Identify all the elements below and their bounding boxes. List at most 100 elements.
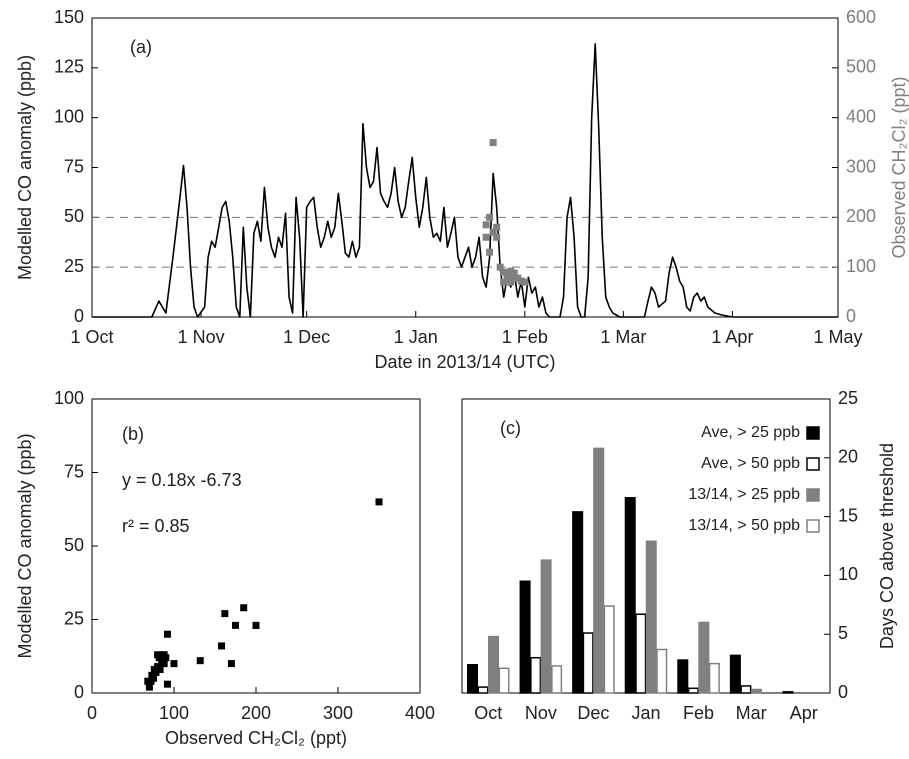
y2-axis-label: Observed CH₂Cl₂ (ppt) xyxy=(889,76,909,258)
x-tick-label: Nov xyxy=(525,703,557,723)
scatter-point xyxy=(489,139,497,147)
legend-swatch xyxy=(806,488,820,502)
x-tick-label: Apr xyxy=(790,703,818,723)
x-tick-label: Mar xyxy=(736,703,767,723)
x-tick-label: 1 Oct xyxy=(70,327,113,347)
scatter-point xyxy=(150,665,158,673)
scatter-point xyxy=(144,677,152,685)
y-tick-label: 20 xyxy=(838,447,858,467)
scatter-point xyxy=(221,610,229,618)
y-tick-label: 100 xyxy=(54,106,84,126)
scatter-point xyxy=(227,660,235,668)
y-tick-label: 25 xyxy=(64,256,84,276)
bar xyxy=(750,688,762,694)
bar xyxy=(593,447,605,694)
scatter-point xyxy=(486,213,494,221)
scatter-point xyxy=(160,651,168,659)
scatter-point xyxy=(196,657,204,665)
scatter-point xyxy=(482,221,490,229)
bar xyxy=(687,687,699,694)
bar xyxy=(729,654,741,694)
scatter-point xyxy=(489,228,497,236)
bar xyxy=(645,540,657,694)
y-tick-label: 50 xyxy=(64,535,84,555)
x-tick-label: 1 May xyxy=(813,327,862,347)
scatter-point xyxy=(517,277,525,285)
scatter-point xyxy=(510,273,518,281)
scatter-point xyxy=(514,274,522,282)
x-tick-label: 1 Nov xyxy=(178,327,225,347)
x-tick-label: 1 Apr xyxy=(711,327,753,347)
x-tick-label: 400 xyxy=(405,703,435,723)
scatter-point xyxy=(510,269,518,277)
panel-label: (a) xyxy=(130,37,152,57)
y2-tick-label: 0 xyxy=(846,306,856,326)
bar xyxy=(656,648,668,694)
x-tick-label: Oct xyxy=(474,703,502,723)
scatter-point xyxy=(145,683,153,691)
bar xyxy=(488,635,500,694)
y-tick-label: 75 xyxy=(64,156,84,176)
bar xyxy=(498,667,510,694)
bar xyxy=(708,662,720,694)
y2-tick-label: 300 xyxy=(846,156,876,176)
bar xyxy=(603,605,615,694)
bar xyxy=(477,686,489,694)
bar xyxy=(582,632,594,694)
bar xyxy=(519,580,531,694)
bar xyxy=(677,659,689,694)
y-tick-label: 50 xyxy=(64,206,84,226)
y-tick-label: 15 xyxy=(838,505,858,525)
scatter-point xyxy=(503,271,511,279)
legend-label: 13/14, > 50 ppb xyxy=(688,517,800,534)
legend-label: Ave, > 25 ppb xyxy=(701,424,800,441)
scatter-point xyxy=(163,680,171,688)
x-tick-label: 1 Dec xyxy=(283,327,330,347)
y-tick-label: 5 xyxy=(838,623,848,643)
scatter-point xyxy=(507,267,515,275)
y-tick-label: 0 xyxy=(74,306,84,326)
legend-label: Ave, > 50 ppb xyxy=(701,455,800,472)
x-tick-label: Dec xyxy=(577,703,609,723)
y2-tick-label: 400 xyxy=(846,106,876,126)
y2-tick-label: 600 xyxy=(846,7,876,27)
x-tick-label: 300 xyxy=(323,703,353,723)
y-tick-label: 0 xyxy=(74,682,84,702)
scatter-point xyxy=(482,233,490,241)
annotation: y = 0.18x -6.73 xyxy=(122,470,242,490)
scatter-point xyxy=(148,671,156,679)
plot-frame xyxy=(91,17,839,318)
x-axis-label: Observed CH₂Cl₂ (ppt) xyxy=(165,728,347,748)
y-tick-label: 100 xyxy=(54,388,84,408)
scatter-point xyxy=(500,278,508,286)
bar xyxy=(624,497,636,694)
bar xyxy=(467,664,479,694)
legend-swatch xyxy=(806,426,820,440)
bar xyxy=(635,613,647,694)
legend-swatch xyxy=(806,519,820,533)
scatter-point xyxy=(507,278,515,286)
annotation: (b) xyxy=(122,424,144,444)
scatter-point xyxy=(170,660,178,668)
data-line xyxy=(92,43,838,318)
y-tick-label: 0 xyxy=(838,682,848,702)
y2-tick-label: 500 xyxy=(846,57,876,77)
y-tick-label: 75 xyxy=(64,461,84,481)
bar xyxy=(572,511,584,694)
bar xyxy=(551,665,563,694)
panel-label: (c) xyxy=(500,418,521,438)
y-axis-label: Modelled CO anomaly (ppb) xyxy=(15,55,35,280)
scatter-point xyxy=(163,630,171,638)
x-tick-label: 100 xyxy=(159,703,189,723)
x-axis-label: Date in 2013/14 (UTC) xyxy=(374,352,555,372)
x-tick-label: 1 Feb xyxy=(502,327,548,347)
bar xyxy=(540,559,552,694)
legend-label: 13/14, > 25 ppb xyxy=(688,486,800,503)
scatter-point xyxy=(218,642,226,650)
x-tick-label: Jan xyxy=(631,703,660,723)
scatter-point xyxy=(493,233,501,241)
bar xyxy=(782,691,794,694)
x-tick-label: 200 xyxy=(241,703,271,723)
scatter-point xyxy=(521,278,529,286)
